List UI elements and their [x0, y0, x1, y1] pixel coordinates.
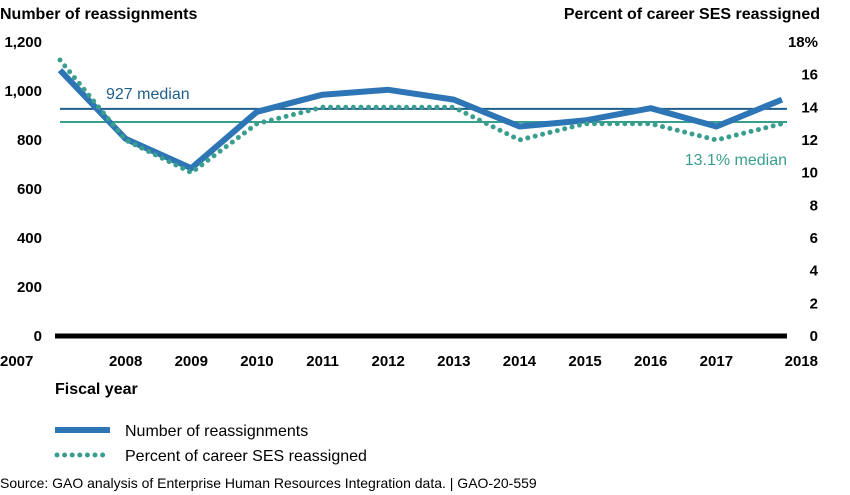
x-tick-label: 2008 [109, 353, 142, 370]
median-label: 927 median [106, 86, 190, 103]
legend-label-percent: Percent of career SES reassigned [125, 448, 367, 465]
left-tick-label: 0 [34, 328, 42, 345]
x-axis-ticks: 2007 2008 2009 2010 2011 2012 2013 2014 2015 2016… [0, 353, 818, 370]
left-tick-label: 200 [17, 279, 42, 296]
right-tick-label: 0 [810, 328, 818, 345]
left-tick-label: 600 [17, 181, 42, 198]
right-tick-label: 6 [810, 230, 818, 247]
legend-label-reassignments: Number of reassignments [125, 423, 308, 440]
left-tick-label: 1,000 [4, 83, 42, 100]
legend: Number of reassignments Percent of caree… [54, 423, 367, 465]
right-tick-label: 12 [801, 132, 818, 149]
left-tick-label: 1,200 [4, 34, 42, 51]
x-tick-label: 2012 [371, 353, 404, 370]
x-tick-label: 2014 [503, 353, 537, 370]
source-note: Source: GAO analysis of Enterprise Human… [0, 475, 537, 491]
right-tick-label: 16 [801, 67, 818, 84]
x-tick-label: 2013 [437, 353, 470, 370]
x-tick-label: 2015 [568, 353, 601, 370]
right-axis-title: Percent of career SES reassigned [564, 6, 820, 23]
x-tick-label: 2007 [0, 353, 33, 370]
right-tick-label: 4 [810, 263, 819, 280]
right-axis-ticks: 0 2 4 6 8 10 12 14 16 18% [788, 34, 819, 345]
left-axis-title: Number of reassignments [0, 6, 197, 23]
x-axis-title: Fiscal year [55, 381, 138, 398]
left-axis-ticks: 0 200 400 600 800 1,000 1,200 [4, 34, 42, 345]
median-label: 13.1% median [685, 152, 787, 169]
series-line-reassignments [57, 68, 784, 172]
right-tick-label: 14 [801, 99, 818, 116]
x-tick-label: 2016 [634, 353, 667, 370]
x-tick-label: 2010 [240, 353, 273, 370]
left-tick-label: 800 [17, 132, 42, 149]
right-tick-label: 10 [801, 165, 818, 182]
x-tick-label: 2011 [306, 353, 339, 370]
x-tick-label: 2018 [785, 353, 818, 370]
series-lines [57, 57, 785, 176]
right-tick-label: 8 [810, 197, 818, 214]
series-line-percent [57, 57, 785, 176]
right-tick-label: 2 [810, 295, 818, 312]
left-tick-label: 400 [17, 230, 42, 247]
right-tick-label: 18% [788, 34, 818, 51]
x-tick-label: 2017 [700, 353, 733, 370]
x-tick-label: 2009 [175, 353, 208, 370]
